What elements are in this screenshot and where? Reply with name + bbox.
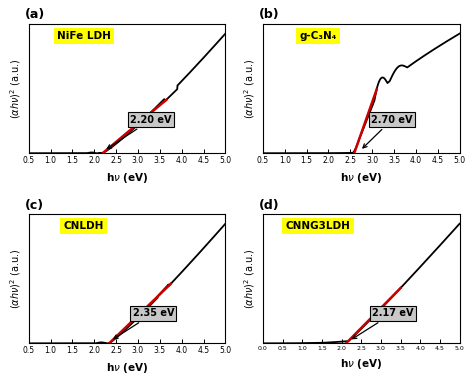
Text: (b): (b) [259,8,280,21]
Text: CNLDH: CNLDH [64,221,104,231]
Text: 2.20 eV: 2.20 eV [107,115,172,149]
Y-axis label: $(\alpha h\nu)^2$ (a.u.): $(\alpha h\nu)^2$ (a.u.) [243,249,257,309]
X-axis label: h$\nu$ (eV): h$\nu$ (eV) [106,361,148,375]
X-axis label: h$\nu$ (eV): h$\nu$ (eV) [106,170,148,185]
Text: (c): (c) [25,198,44,211]
Text: (a): (a) [25,8,45,21]
Text: CNNG3LDH: CNNG3LDH [285,221,350,231]
Text: (d): (d) [259,198,280,211]
X-axis label: h$\nu$ (eV): h$\nu$ (eV) [340,170,383,185]
Text: 2.17 eV: 2.17 eV [353,308,413,339]
Y-axis label: $(\alpha h\nu)^2$ (a.u.): $(\alpha h\nu)^2$ (a.u.) [9,58,23,119]
Text: g-C₃N₄: g-C₃N₄ [300,31,337,41]
X-axis label: h$\nu$ (eV): h$\nu$ (eV) [340,357,383,371]
Text: NiFe LDH: NiFe LDH [57,31,111,41]
Y-axis label: $(\alpha h\nu)^2$ (a.u.): $(\alpha h\nu)^2$ (a.u.) [9,249,23,309]
Text: 2.35 eV: 2.35 eV [114,308,174,339]
Text: 2.70 eV: 2.70 eV [363,115,412,148]
Y-axis label: $(\alpha h\nu)^2$ (a.u.): $(\alpha h\nu)^2$ (a.u.) [243,58,257,119]
